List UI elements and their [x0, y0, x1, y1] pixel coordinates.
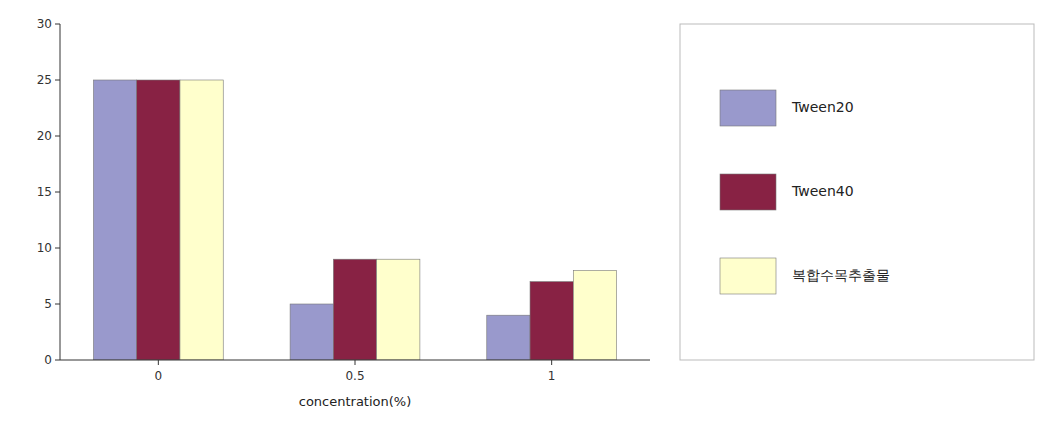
legend-swatch: [720, 258, 776, 294]
y-tick-label: 30: [37, 17, 52, 31]
y-tick: [55, 248, 60, 249]
legend-frame: [680, 24, 1034, 360]
y-tick-label: 20: [37, 129, 52, 143]
legend: Tween20 Tween40 복합수목추출물: [680, 24, 1034, 360]
bar: [333, 259, 376, 360]
bar: [290, 304, 333, 360]
bar: [137, 80, 180, 360]
y-tick-label: 10: [37, 241, 52, 255]
legend-label: 복합수목추출물: [792, 267, 890, 283]
y-tick: [55, 360, 60, 361]
chart-container: 0 5 10 15 20 25 30 0 0.5 1 concentration(%) Tween20…: [0, 0, 1054, 426]
bars: [93, 80, 616, 360]
y-tick-label: 0: [44, 353, 52, 367]
bar: [180, 80, 223, 360]
legend-label: Tween20: [791, 99, 854, 115]
x-axis-label: concentration(%): [299, 394, 412, 409]
y-tick-label: 25: [37, 73, 52, 87]
y-tick-label: 15: [37, 185, 52, 199]
legend-swatch: [720, 174, 776, 210]
bar: [93, 80, 136, 360]
bar: [530, 282, 573, 360]
y-tick: [55, 304, 60, 305]
y-tick: [55, 136, 60, 137]
bar: [487, 315, 530, 360]
axes: 0 5 10 15 20 25 30 0 0.5 1: [37, 17, 650, 384]
x-tick: [158, 360, 159, 365]
y-tick: [55, 24, 60, 25]
y-tick-label: 5: [44, 297, 52, 311]
y-tick: [55, 80, 60, 81]
bar: [377, 259, 420, 360]
y-tick: [55, 192, 60, 193]
x-tick-label: 0.5: [345, 369, 364, 383]
x-tick-label: 0: [155, 369, 163, 383]
x-tick: [355, 360, 356, 365]
x-tick-label: 1: [548, 369, 556, 383]
chart: 0 5 10 15 20 25 30 0 0.5 1 concentration(%) Tween20…: [0, 0, 1054, 426]
legend-swatch: [720, 90, 776, 126]
legend-label: Tween40: [791, 183, 854, 199]
bar: [573, 270, 616, 360]
x-tick: [551, 360, 552, 365]
